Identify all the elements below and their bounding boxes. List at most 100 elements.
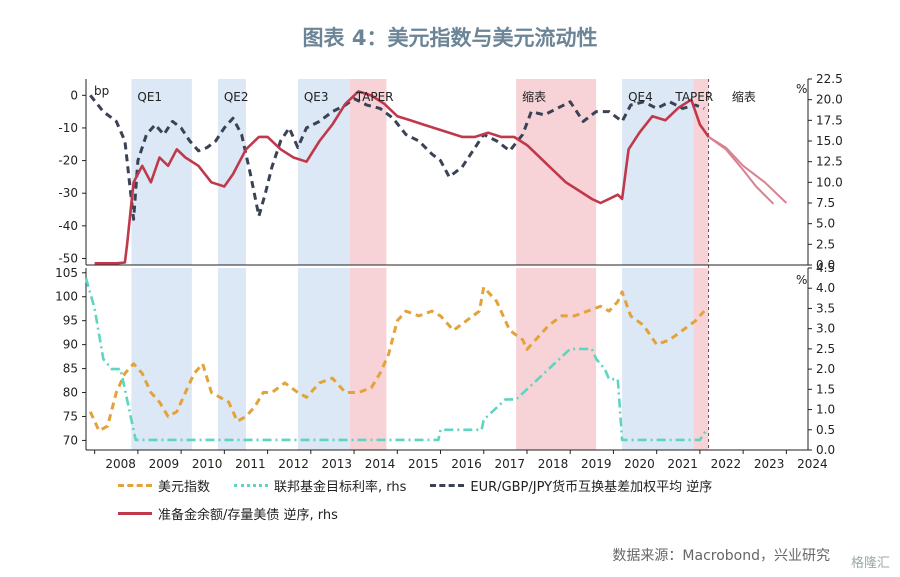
band-bottom-3 — [349, 268, 387, 450]
band-top-6 — [693, 79, 709, 265]
x-tick-7: 2015 — [408, 457, 439, 471]
band-label-7: 缩表 — [732, 89, 756, 104]
band-bottom-0 — [131, 268, 192, 450]
top-left-tick-3: -30 — [58, 186, 78, 200]
top-right-tick-5: 12.5 — [816, 155, 843, 169]
x-tick-3: 2011 — [235, 457, 266, 471]
top-right-tick-3: 7.5 — [816, 196, 835, 210]
legend-reserves-label: 准备金余额/存量美债 逆序, rhs — [158, 508, 338, 523]
band-top-5 — [622, 79, 694, 265]
bottom-left-tick-2: 80 — [63, 386, 78, 400]
top-right-tick-2: 5.0 — [816, 217, 835, 231]
bottom-right-tick-3: 1.5 — [816, 382, 835, 396]
x-tick-11: 2019 — [581, 457, 612, 471]
bottom-right-tick-5: 2.5 — [816, 342, 835, 356]
top-panel-frame — [82, 78, 812, 450]
bottom-right-tick-0: 0.0 — [816, 443, 835, 457]
legend-row-2: 准备金余额/存量美债 逆序, rhs — [118, 504, 356, 523]
bottom-left-tick-7: 105 — [55, 266, 78, 280]
legend-fed-label: 联邦基金目标利率, rhs — [274, 480, 407, 495]
band-bottom-4 — [516, 268, 597, 450]
bottom-right-tick-6: 3.0 — [816, 322, 835, 336]
bottom-right-tick-7: 3.5 — [816, 301, 835, 315]
x-tick-5: 2013 — [322, 457, 353, 471]
legend-reserves: 准备金余额/存量美债 逆序, rhs — [118, 504, 338, 523]
legend-fed: 联邦基金目标利率, rhs — [234, 476, 406, 495]
bottom-right-tick-8: 4.0 — [816, 281, 835, 295]
legend-basis: EUR/GBP/JPY货币互换基差加权平均 逆序 — [430, 476, 712, 495]
x-tick-1: 2009 — [149, 457, 180, 471]
bottom-panel-series — [84, 277, 708, 442]
top-right-tick-9: 22.5 — [816, 72, 843, 86]
band-top-1 — [217, 79, 246, 265]
bottom-right-tick-1: 0.5 — [816, 423, 835, 437]
bottom-left-tick-0: 70 — [63, 433, 78, 447]
bottom-left-tick-4: 90 — [63, 338, 78, 352]
top-right-tick-4: 10.0 — [816, 175, 843, 189]
top-series-2 — [708, 136, 788, 204]
bottom-series-0 — [88, 285, 706, 433]
top-left-tick-4: -40 — [58, 219, 78, 233]
legend-dxy-label: 美元指数 — [158, 480, 211, 495]
top-panel-bands — [131, 79, 709, 265]
legend-basis-label: EUR/GBP/JPY货币互换基差加权平均 逆序 — [470, 480, 713, 495]
x-tick-15: 2023 — [754, 457, 785, 471]
x-tick-6: 2014 — [365, 457, 396, 471]
watermark: 格隆汇 — [850, 556, 890, 571]
top-right-unit: % — [796, 82, 807, 96]
top-right-tick-7: 17.5 — [816, 113, 843, 127]
top-left-tick-1: -10 — [58, 121, 78, 135]
bottom-right-tick-9: 4.5 — [816, 261, 835, 275]
band-bottom-1 — [217, 268, 246, 450]
legend-fed-swatch — [234, 484, 269, 487]
band-label-6: TAPER — [674, 90, 713, 104]
source-note: 数据来源：Macrobond，兴业研究 — [612, 548, 830, 564]
band-label-5: QE4 — [628, 90, 653, 104]
bottom-right-unit: % — [796, 273, 807, 287]
legend-reserves-swatch — [118, 512, 152, 515]
bottom-left-tick-5: 95 — [63, 314, 78, 328]
x-tick-0: 2008 — [105, 457, 136, 471]
figure-title: 图表 4：美元指数与美元流动性 — [302, 26, 598, 50]
top-series-1 — [94, 90, 710, 265]
top-series-3 — [708, 136, 775, 205]
top-panel-series — [89, 90, 788, 265]
band-label-2: QE3 — [304, 90, 329, 104]
bottom-right-tick-2: 1.0 — [816, 403, 835, 417]
band-label-1: QE2 — [224, 90, 249, 104]
band-label-3: TAPER — [355, 90, 394, 104]
x-tick-2: 2010 — [192, 457, 223, 471]
bottom-left-tick-1: 75 — [63, 409, 78, 423]
bottom-left-tick-6: 100 — [55, 290, 78, 304]
top-left-tick-5: -50 — [58, 251, 78, 265]
x-tick-4: 2012 — [278, 457, 309, 471]
legend-dxy: 美元指数 — [118, 476, 210, 495]
x-tick-9: 2017 — [494, 457, 525, 471]
bottom-panel-bands — [131, 268, 709, 450]
top-right-tick-8: 20.0 — [816, 93, 843, 107]
top-right-tick-0: 0.0 — [816, 258, 835, 272]
band-label-0: QE1 — [137, 90, 162, 104]
top-left-tick-0: 0 — [70, 88, 78, 102]
top-left-tick-2: -20 — [58, 154, 78, 168]
top-right-tick-6: 15.0 — [816, 134, 843, 148]
bottom-left-tick-3: 85 — [63, 362, 78, 376]
x-tick-14: 2022 — [711, 457, 742, 471]
top-right-tick-1: 2.5 — [816, 237, 835, 251]
x-tick-10: 2018 — [538, 457, 569, 471]
axis-labels: QE1 QE2 QE3 TAPER 缩表 QE4 TAPER 缩表 0 -10 -20 -30 -40 -… — [55, 72, 843, 471]
band-bottom-5 — [622, 268, 694, 450]
band-bottom-2 — [297, 268, 350, 450]
x-tick-13: 2021 — [667, 457, 698, 471]
legend-dxy-swatch — [118, 484, 152, 487]
x-tick-8: 2016 — [451, 457, 482, 471]
bottom-panel-frame — [82, 267, 812, 454]
x-tick-16: 2024 — [797, 457, 828, 471]
legend-basis-swatch — [430, 484, 465, 487]
x-tick-12: 2020 — [624, 457, 655, 471]
band-bottom-6 — [693, 268, 709, 450]
bottom-right-tick-4: 2.0 — [816, 362, 835, 376]
top-left-unit: bp — [94, 84, 109, 98]
legend-row-1: 美元指数 联邦基金目标利率, rhs EUR/GBP/JPY货币互换基差加权平均… — [118, 476, 730, 495]
